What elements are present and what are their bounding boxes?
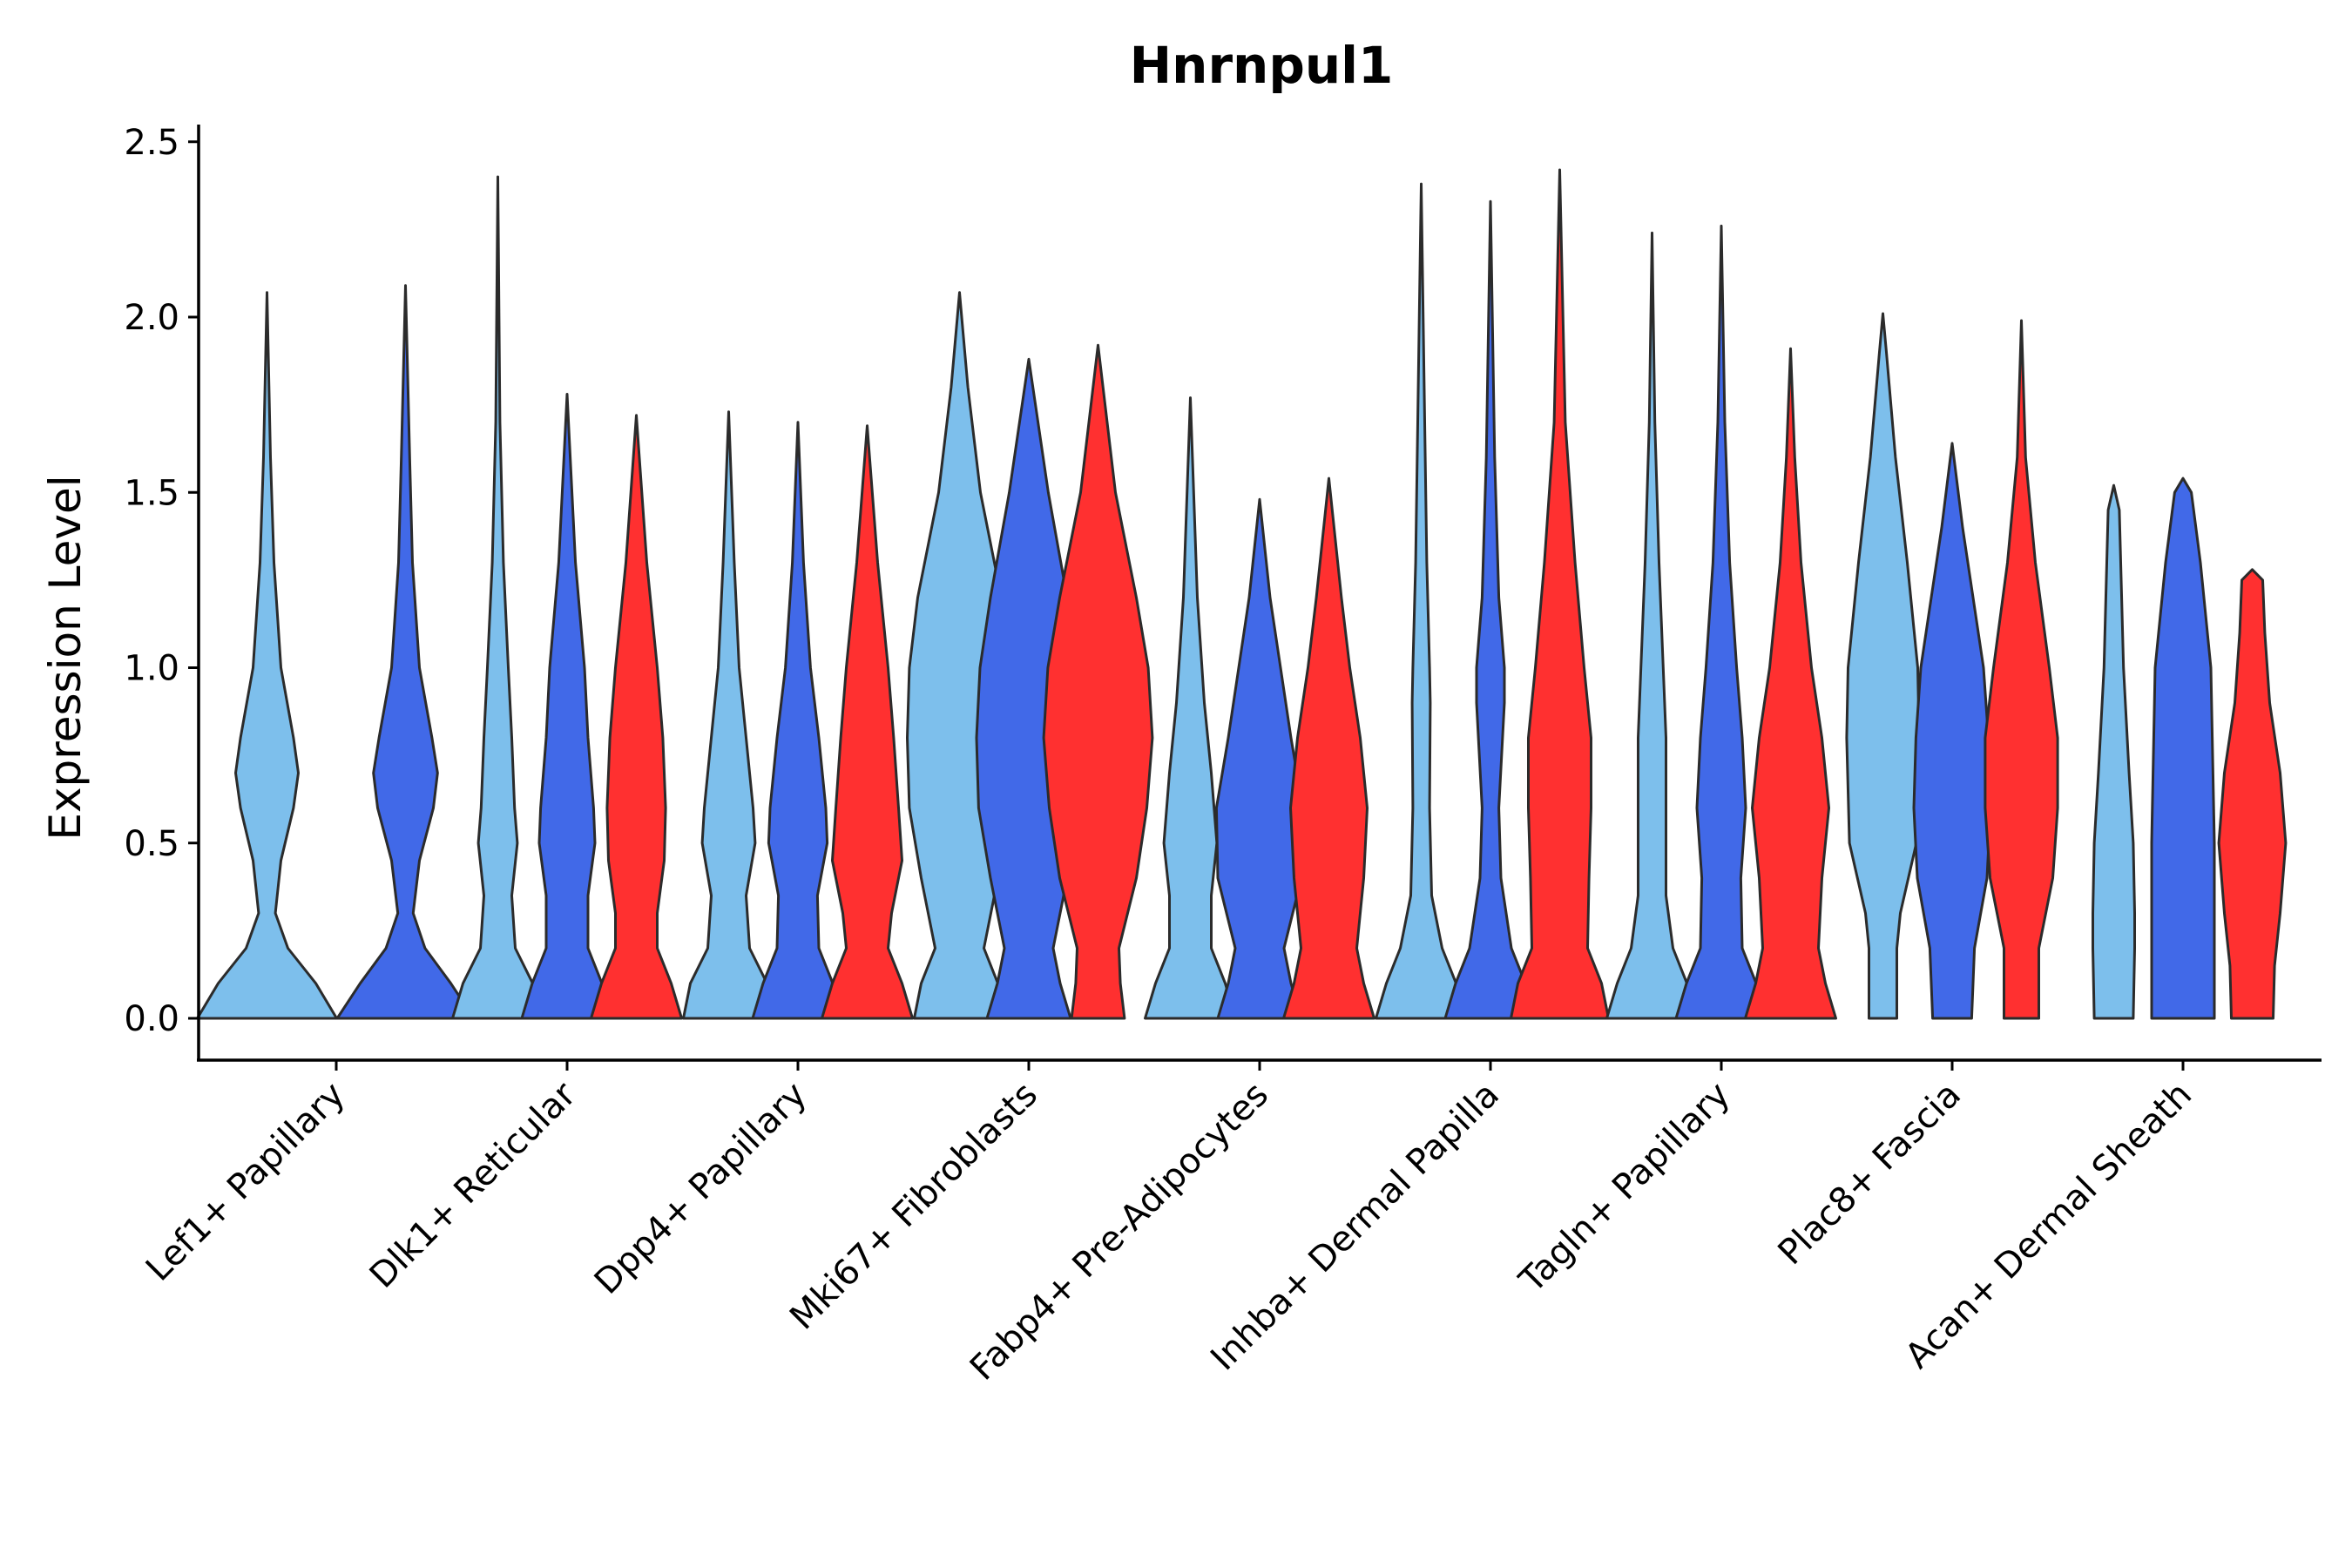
y-axis-title: Expression Level (40, 475, 91, 840)
violin-layer (196, 168, 2288, 1020)
violin-5-14 (1375, 182, 1468, 1020)
x-tick-label: Mki67+ Fibroblasts (782, 1075, 1045, 1338)
violin-7-21 (1912, 442, 1992, 1020)
y-tick-label: 0.0 (124, 999, 179, 1039)
violin-7-22 (1984, 319, 2059, 1020)
violin-3-10 (1042, 343, 1154, 1020)
violin-8-23 (2092, 483, 2136, 1020)
violin-1-2 (451, 175, 544, 1020)
violin-6-17 (1605, 231, 1699, 1020)
violin-6-18 (1674, 224, 1768, 1020)
violin-4-11 (1144, 396, 1237, 1020)
y-tick-label: 1.0 (124, 649, 179, 689)
violin-8-24 (2150, 476, 2216, 1020)
violin-2-6 (751, 421, 845, 1020)
violin-1-4 (590, 414, 683, 1020)
y-tick-label: 1.5 (124, 473, 179, 513)
y-tick-label: 2.0 (124, 298, 179, 338)
violin-7-20 (1845, 312, 1921, 1020)
x-tick-label: Dlk1+ Reticular (362, 1074, 585, 1296)
x-tick-label: Tagln+ Papillary (1511, 1075, 1738, 1301)
x-tick-label: Plac8+ Fascia (1771, 1075, 1970, 1274)
y-tick-label: 2.5 (124, 123, 179, 163)
chart-title: Hnrnpul1 (1130, 36, 1394, 95)
violin-4-12 (1214, 497, 1305, 1020)
violin-1-3 (520, 393, 614, 1020)
x-tick-label: Lef1+ Papillary (139, 1075, 353, 1289)
violin-5-15 (1443, 199, 1538, 1020)
violin-6-19 (1744, 347, 1837, 1020)
violin-0-0 (196, 291, 338, 1020)
violin-2-5 (682, 410, 775, 1020)
x-tick-label: Dpp4+ Papillary (587, 1075, 814, 1302)
x-tick-layer: Lef1+ Papillary Dlk1+ Reticular Dpp4+ Papi… (139, 1060, 2200, 1389)
violin-2-7 (821, 424, 914, 1020)
violin-5-16 (1510, 168, 1610, 1020)
y-tick-label: 0.5 (124, 824, 179, 864)
y-tick-layer: 0.0 0.5 1.0 1.5 2.0 2.5 (124, 123, 199, 1039)
violin-0-1 (335, 284, 476, 1020)
violin-4-13 (1282, 476, 1375, 1020)
violin-8-25 (2217, 568, 2288, 1020)
